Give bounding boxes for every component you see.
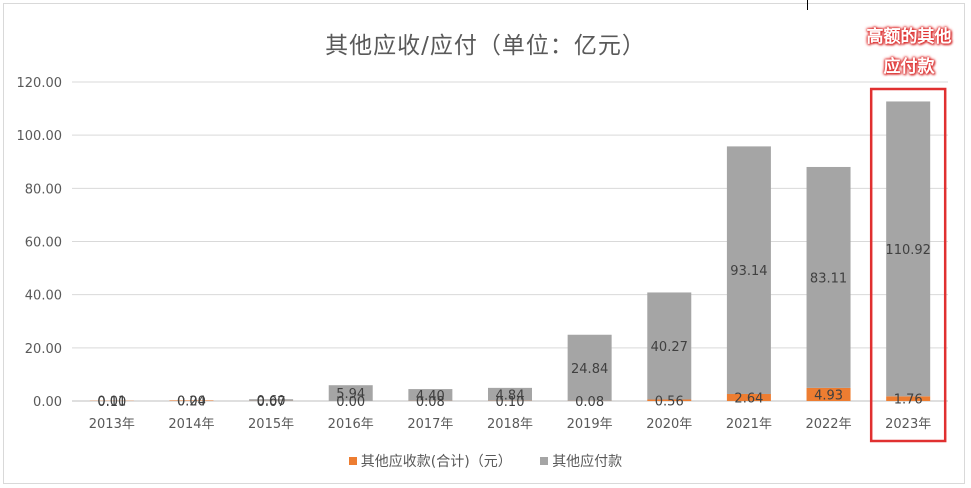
x-tick-label: 2017年	[407, 417, 453, 432]
annotation-line-2: 应付款	[883, 57, 935, 77]
data-label-receivables: 0.56	[655, 394, 684, 409]
bar-receivables	[806, 387, 851, 401]
bar-payables	[567, 334, 612, 401]
x-tick-label: 2013年	[89, 417, 135, 432]
data-label-payables: 5.94	[336, 387, 365, 402]
legend-swatch-payables	[540, 457, 549, 465]
legend-swatch-receivables	[348, 457, 357, 465]
chart-legend: 其他应收款(合计)（元） 其他应付款	[0, 451, 971, 471]
data-label-payables: 83.11	[810, 271, 847, 286]
data-label-payables: 40.27	[651, 340, 688, 355]
data-label-receivables: 4.93	[814, 388, 843, 403]
bar-receivables	[647, 399, 692, 401]
y-tick-label: 80.00	[25, 182, 62, 197]
data-label-payables: 0.04	[177, 394, 206, 409]
data-label-receivables: 0.08	[416, 395, 445, 410]
x-tick-label: 2019年	[567, 417, 613, 432]
data-label-payables: 110.92	[885, 243, 931, 258]
legend-label-payables: 其他应付款	[552, 454, 623, 470]
data-label-receivables: 0.07	[257, 395, 286, 410]
data-label-receivables: 0.10	[496, 395, 525, 410]
data-label-payables: 0.01	[97, 395, 126, 410]
annotation-line-1: 高额的其他	[866, 27, 952, 47]
bar-payables	[408, 389, 453, 401]
data-label-payables: 4.84	[496, 388, 525, 403]
data-label-receivables: 1.76	[894, 393, 923, 408]
legend-item-receivables: 其他应收款(合计)（元）	[348, 451, 512, 471]
bar-receivables	[726, 393, 771, 401]
data-label-payables: 4.40	[416, 389, 445, 404]
bar-payables	[647, 292, 692, 400]
data-label-receivables: 0.00	[336, 395, 365, 410]
data-label-receivables: 0.20	[177, 395, 206, 410]
legend-label-receivables: 其他应收款(合计)（元）	[360, 454, 512, 470]
y-tick-label: 0.00	[33, 395, 62, 410]
data-label-receivables: 2.64	[734, 391, 763, 406]
bar-payables	[726, 146, 771, 394]
bar-payables	[806, 166, 851, 388]
bar-receivables	[169, 400, 214, 401]
chart-frame	[3, 3, 965, 484]
data-label-payables: 0.60	[257, 394, 286, 409]
x-tick-label: 2015年	[248, 417, 294, 432]
bar-payables	[488, 387, 532, 401]
x-tick-label: 2016年	[328, 417, 374, 432]
x-tick-label: 2022年	[805, 417, 851, 432]
data-label-payables: 24.84	[571, 362, 608, 377]
top-tick-mark	[807, 0, 808, 10]
chart-title: 其他应收/应付（单位：亿元）	[325, 33, 646, 59]
y-tick-label: 120.00	[17, 76, 63, 91]
x-tick-label: 2020年	[646, 417, 692, 432]
bar-receivables	[886, 396, 931, 401]
x-tick-label: 2014年	[168, 417, 214, 432]
bar-payables	[328, 385, 373, 401]
y-tick-label: 40.00	[25, 289, 62, 304]
y-tick-label: 60.00	[25, 236, 62, 251]
annotation-callout: 高额的其他 应付款	[848, 22, 970, 82]
highlight-box	[869, 87, 947, 443]
y-tick-label: 100.00	[17, 129, 63, 144]
legend-item-payables: 其他应付款	[540, 451, 622, 471]
data-label-receivables: 0.08	[575, 395, 604, 410]
x-tick-label: 2018年	[487, 417, 533, 432]
y-tick-label: 20.00	[25, 342, 62, 357]
bar-payables	[249, 399, 294, 401]
data-label-payables: 93.14	[730, 264, 767, 279]
data-label-receivables: 0.10	[97, 395, 126, 410]
x-tick-label: 2023年	[885, 417, 931, 432]
x-tick-label: 2021年	[726, 417, 772, 432]
bar-payables	[886, 101, 931, 397]
